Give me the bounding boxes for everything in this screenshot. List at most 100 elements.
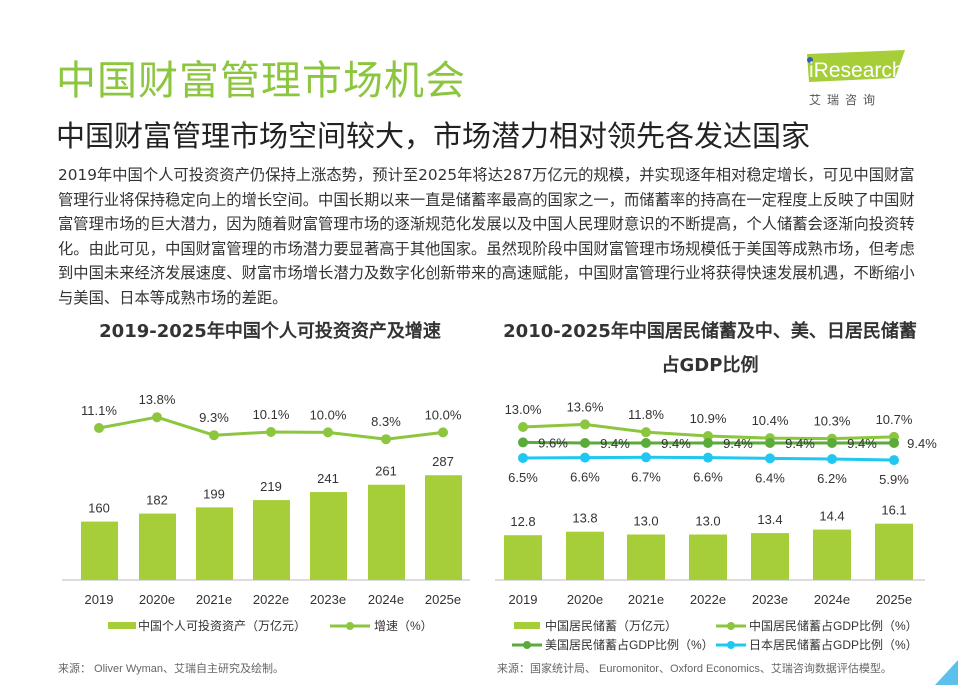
bar (425, 475, 462, 580)
corner-decoration (935, 660, 958, 685)
japan-ratio-line-point (580, 452, 590, 463)
legend-line-marker (346, 622, 354, 630)
bar (368, 484, 405, 580)
bar (751, 533, 789, 580)
bar-label: 241 (317, 471, 339, 486)
body-text: 2019年中国个人可投资资产仍保持上涨态势，预计至2025年将达287万亿元的规… (58, 166, 915, 307)
china-ratio-label: 10.9% (690, 411, 727, 426)
us-ratio-label: 9.4% (661, 436, 691, 451)
bar-label: 12.8 (510, 514, 535, 529)
source-note: 来源： Oliver Wyman、艾瑞自主研究及绘制。 (58, 661, 284, 675)
bar (689, 534, 727, 580)
growth-line-point (323, 427, 333, 438)
growth-line-point (266, 427, 276, 437)
us-ratio-label: 9.4% (600, 436, 630, 451)
us-ratio-label: 9.4% (785, 436, 815, 451)
line-label: 10.0% (425, 407, 462, 422)
japan-ratio-label: 6.6% (693, 470, 723, 485)
china-ratio-line-point (518, 422, 528, 432)
japan-ratio-line-point (889, 455, 899, 466)
x-tick-label: 2022e (690, 592, 726, 607)
x-tick-label: 2022e (253, 592, 289, 607)
bar (253, 500, 290, 580)
bar-label: 13.8 (572, 511, 597, 526)
bar-label: 287 (432, 454, 454, 469)
line-label: 13.8% (139, 392, 176, 407)
x-tick-label: 2019 (509, 592, 538, 607)
x-tick-label: 2019 (85, 592, 114, 607)
x-tick-label: 2023e (310, 592, 346, 607)
line-label: 9.3% (199, 410, 229, 425)
legend-line-marker (727, 641, 735, 649)
page-subtitle: 中国财富管理市场空间较大，市场潜力相对领先各发达国家 (56, 119, 811, 153)
japan-ratio-label: 6.6% (570, 470, 600, 485)
us-ratio-line-point (518, 437, 528, 448)
bar (813, 529, 851, 580)
us-ratio-line-point (703, 438, 713, 448)
x-tick-label: 2023e (752, 592, 788, 607)
bar-label: 16.1 (881, 503, 906, 518)
growth-line-point (381, 434, 391, 445)
japan-ratio-label: 6.4% (755, 470, 785, 485)
legend-line-marker (523, 641, 531, 649)
us-ratio-label: 9.4% (907, 436, 937, 451)
line-label: 8.3% (371, 414, 401, 429)
svg-text:艾瑞咨询: 艾瑞咨询 (809, 92, 881, 107)
china-ratio-label: 13.6% (567, 399, 604, 414)
bar (310, 492, 347, 580)
line-label: 11.1% (81, 403, 117, 418)
bar-label: 219 (260, 479, 282, 494)
us-ratio-line-point (765, 438, 775, 448)
legend-bar-swatch (514, 622, 540, 629)
legend-label: 增速（%） (374, 619, 433, 633)
japan-ratio-line-point (827, 454, 837, 465)
line-label: 10.1% (253, 407, 290, 422)
svg-text:iResearch: iResearch (809, 59, 904, 82)
bar (196, 507, 233, 580)
us-ratio-line-point (580, 438, 590, 448)
bar (566, 531, 604, 580)
bar (504, 535, 542, 580)
growth-line-point (152, 412, 162, 423)
legend-label: 中国居民储蓄占GDP比例（%） (749, 618, 918, 633)
china-ratio-label: 10.7% (876, 412, 913, 427)
bar-label: 13.0 (633, 514, 658, 529)
bar (627, 534, 665, 580)
china-ratio-label: 13.0% (505, 402, 542, 417)
legend-label: 美国居民储蓄占GDP比例（%） (545, 637, 714, 652)
japan-ratio-line-point (641, 452, 651, 463)
bar (139, 513, 176, 580)
x-tick-label: 2025e (876, 592, 912, 607)
bar-label: 182 (146, 493, 168, 508)
bar-label: 13.0 (695, 514, 720, 529)
legend-label: 中国个人可投资资产（万亿元） (138, 618, 306, 633)
bar-label: 261 (375, 464, 397, 479)
bar-label: 13.4 (757, 512, 782, 527)
growth-line-point (209, 430, 219, 441)
page-title: 中国财富管理市场机会 (56, 58, 466, 104)
china-ratio-line-point (580, 419, 590, 430)
bar-label: 199 (203, 486, 225, 501)
japan-ratio-line-point (765, 453, 775, 464)
legend-label: 中国居民储蓄（万亿元） (545, 618, 677, 633)
x-tick-label: 2021e (628, 592, 664, 607)
x-tick-label: 2021e (196, 592, 232, 607)
legend-label: 日本居民储蓄占GDP比例（%） (749, 637, 918, 652)
bar-label: 14.4 (819, 509, 844, 524)
japan-ratio-label: 6.2% (817, 471, 847, 486)
japan-ratio-label: 6.5% (508, 470, 538, 485)
china-ratio-label: 10.3% (814, 414, 851, 429)
us-ratio-label: 9.4% (723, 436, 753, 451)
x-tick-label: 2024e (368, 592, 404, 607)
japan-ratio-label: 6.7% (631, 469, 661, 484)
iresearch-logo: iResearch 艾瑞咨询 (795, 48, 915, 108)
china-ratio-line-point (641, 427, 651, 438)
japan-ratio-line-point (703, 452, 713, 463)
japan-ratio-line-point (518, 453, 528, 463)
line-label: 10.0% (310, 407, 347, 422)
legend-line-marker (727, 622, 735, 630)
source-note: 来源：国家统计局、 Euromonitor、Oxford Economics、艾… (497, 661, 892, 675)
china-ratio-label: 11.8% (628, 407, 664, 422)
right-chart-title: 2010-2025年中国居民储蓄及中、美、日居民储蓄占GDP比例 (503, 321, 917, 376)
